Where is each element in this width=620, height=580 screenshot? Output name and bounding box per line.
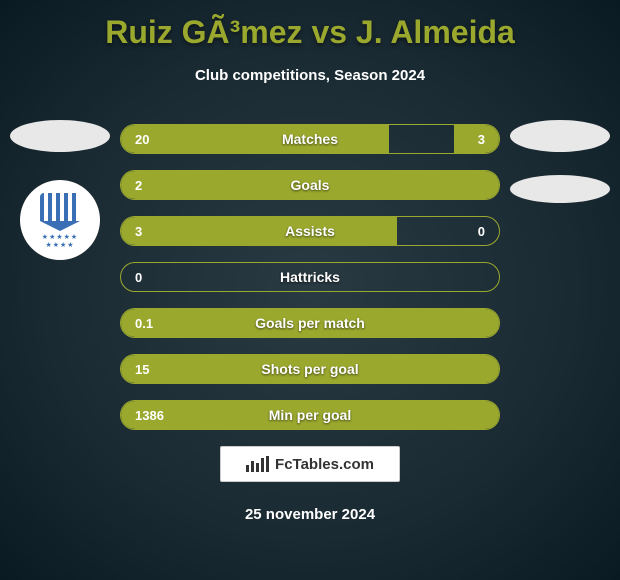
stat-fill-right (454, 125, 499, 153)
player2-placeholder-oval-2 (510, 175, 610, 203)
player2-placeholder-oval-1 (510, 120, 610, 152)
stat-row: 20 Matches 3 (120, 124, 500, 154)
date-label: 25 november 2024 (0, 506, 620, 523)
stat-row: 3 Assists 0 (120, 216, 500, 246)
stats-container: 20 Matches 3 2 Goals 3 Assists 0 0 Hattricks 0.1 Go… (120, 124, 500, 430)
stat-value-right: 0 (478, 224, 485, 239)
player1-club-badge: ★★★★★★★★★ (20, 180, 100, 260)
stat-value-right: 3 (478, 132, 485, 147)
stat-label: Assists (285, 223, 335, 239)
stat-label: Goals (291, 177, 330, 193)
fctables-label: FcTables.com (275, 456, 374, 473)
page-subtitle: Club competitions, Season 2024 (0, 67, 620, 84)
stat-row: 15 Shots per goal (120, 354, 500, 384)
stat-value-left: 1386 (135, 408, 164, 423)
page-title: Ruiz GÃ³mez vs J. Almeida (0, 0, 620, 51)
stat-value-left: 20 (135, 132, 149, 147)
stat-row: 1386 Min per goal (120, 400, 500, 430)
club-stars-icon: ★★★★★★★★★ (33, 233, 88, 249)
stat-value-left: 0.1 (135, 316, 153, 331)
stat-row: 2 Goals (120, 170, 500, 200)
stat-value-left: 0 (135, 270, 142, 285)
stat-label: Hattricks (280, 269, 340, 285)
stat-row: 0 Hattricks (120, 262, 500, 292)
stat-value-left: 3 (135, 224, 142, 239)
player1-placeholder-oval (10, 120, 110, 152)
stat-value-left: 15 (135, 362, 149, 377)
stat-fill-left (121, 217, 397, 245)
stat-label: Min per goal (269, 407, 351, 423)
stat-row: 0.1 Goals per match (120, 308, 500, 338)
stat-fill-left (121, 125, 389, 153)
stat-value-left: 2 (135, 178, 142, 193)
stat-label: Goals per match (255, 315, 365, 331)
fctables-attribution[interactable]: FcTables.com (220, 446, 400, 482)
fctables-chart-icon (246, 456, 269, 472)
club-shield-icon (40, 193, 80, 221)
stat-label: Shots per goal (261, 361, 358, 377)
stat-label: Matches (282, 131, 338, 147)
